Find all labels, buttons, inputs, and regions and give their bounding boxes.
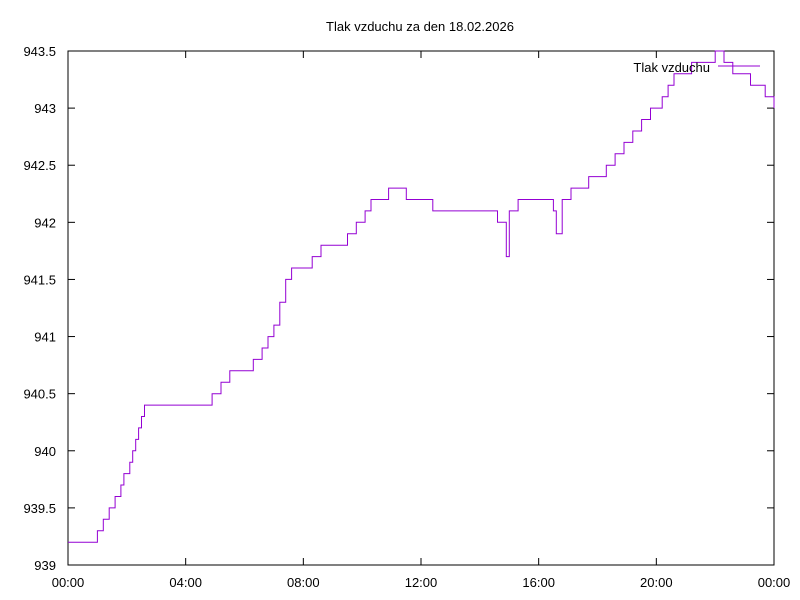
x-tick-label: 20:00	[640, 575, 673, 590]
x-tick-label: 12:00	[405, 575, 438, 590]
y-tick-label: 939.5	[23, 501, 56, 516]
y-tick-label: 941	[34, 330, 56, 345]
y-tick-label: 940	[34, 444, 56, 459]
x-tick-label: 00:00	[758, 575, 791, 590]
y-tick-label: 941.5	[23, 272, 56, 287]
y-tick-label: 939	[34, 558, 56, 573]
y-tick-label: 940.5	[23, 387, 56, 402]
legend-label: Tlak vzduchu	[633, 60, 710, 75]
series-layer	[68, 50, 775, 543]
series-line	[68, 50, 775, 543]
x-tick-label: 00:00	[52, 575, 85, 590]
chart-title: Tlak vzduchu za den 18.02.2026	[326, 19, 514, 34]
x-tick-label: 16:00	[522, 575, 555, 590]
legend: Tlak vzduchu	[633, 60, 760, 75]
axis-ticks: 939 939.5 940 940.5 941 941.5 942 942.5 943 943.5…	[23, 44, 790, 590]
y-tick-label: 942.5	[23, 158, 56, 173]
plot-frame	[67, 50, 775, 566]
y-tick-label: 943.5	[23, 44, 56, 59]
x-tick-label: 04:00	[169, 575, 202, 590]
x-tick-label: 08:00	[287, 575, 320, 590]
y-tick-label: 942	[34, 215, 56, 230]
y-tick-label: 943	[34, 101, 56, 116]
